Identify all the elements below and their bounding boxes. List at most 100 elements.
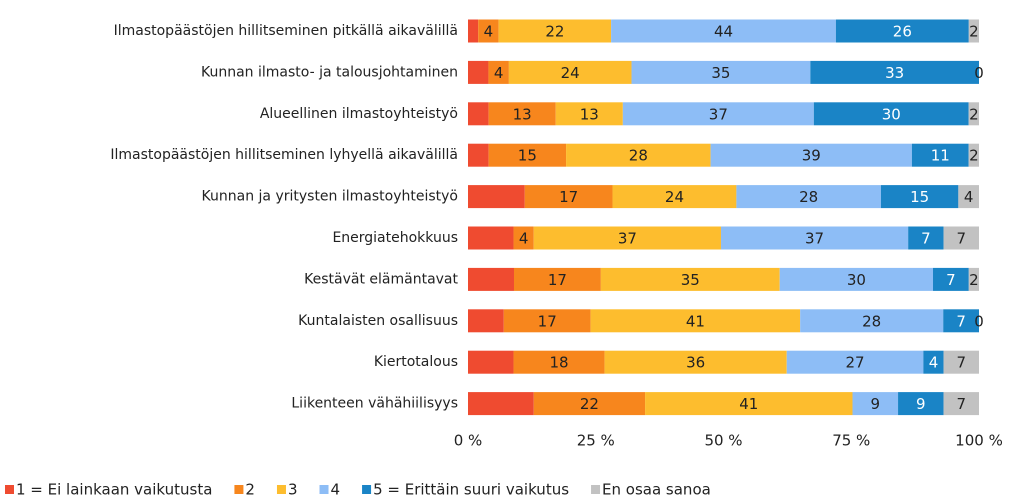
category-label: Kunnan ilmasto- ja talousjohtaminen [201, 64, 458, 80]
data-label: 28 [629, 147, 648, 165]
data-label: 37 [709, 105, 728, 123]
bar-segment [835, 19, 969, 43]
data-label: 28 [799, 188, 818, 206]
category-label: Ilmastopäästöjen hillitseminen pitkällä … [114, 23, 458, 39]
category-label: Energiatehokkuus [332, 230, 458, 246]
bar-segment [468, 185, 525, 209]
data-label: 13 [513, 105, 532, 123]
bar-segment [468, 226, 514, 250]
data-label: 0 [974, 64, 984, 82]
data-label: 4 [484, 23, 494, 41]
data-label: 0 [974, 312, 984, 330]
data-label: 27 [845, 354, 864, 372]
bar-segment [631, 60, 811, 84]
category-label: Kestävät elämäntavat [304, 271, 458, 287]
bar-segment [622, 102, 814, 126]
data-label: 4 [929, 354, 939, 372]
bar-segment [968, 19, 979, 43]
data-label: 30 [847, 271, 866, 289]
bar-segment [943, 226, 979, 250]
bar-segment [933, 267, 969, 291]
legend-label: 3 [288, 481, 298, 499]
legend-swatch [591, 485, 601, 494]
data-label: 17 [538, 312, 557, 330]
data-label: 7 [946, 271, 956, 289]
bar-segment [968, 267, 979, 291]
bar-segment [813, 102, 969, 126]
bar-segment [508, 60, 632, 84]
data-label: 36 [686, 354, 705, 372]
bar-segment [498, 19, 612, 43]
data-label: 15 [518, 147, 537, 165]
data-label: 28 [862, 312, 881, 330]
data-label: 7 [921, 230, 931, 248]
data-label: 41 [739, 395, 758, 413]
bar-segment [488, 60, 509, 84]
bar-segment [513, 350, 605, 374]
bar-segment [908, 226, 944, 250]
bar-segment [645, 392, 853, 416]
bar-segment [720, 226, 909, 250]
category-label: Liikenteen vähähiilisyys [291, 396, 458, 412]
data-label: 17 [548, 271, 567, 289]
bar-segment [488, 102, 556, 126]
data-label: 4 [519, 230, 529, 248]
bar-segment [513, 226, 534, 250]
bar-segment [958, 185, 979, 209]
bar-segment [468, 19, 479, 43]
legend-swatch [5, 485, 14, 494]
data-label: 2 [969, 23, 979, 41]
data-label: 30 [882, 105, 901, 123]
legend-label: 1 = Ei lainkaan vaikutusta [16, 481, 212, 499]
bar-segment [468, 143, 489, 167]
data-label: 35 [681, 271, 700, 289]
bar-segment [968, 143, 979, 167]
bar-segment [524, 185, 613, 209]
data-label: 2 [969, 105, 979, 123]
bar-segment [600, 267, 780, 291]
bar-segment [468, 392, 534, 416]
x-tick-label: 25 % [577, 432, 615, 450]
category-label: Kuntalaisten osallisuus [298, 313, 458, 329]
data-label: 44 [714, 23, 733, 41]
data-label: 9 [916, 395, 926, 413]
bar-segment [604, 350, 787, 374]
data-label: 39 [802, 147, 821, 165]
data-label: 4 [964, 188, 974, 206]
bar-segment [533, 392, 646, 416]
bar-segment [943, 392, 979, 416]
bar-segment [468, 309, 504, 333]
data-label: 37 [618, 230, 637, 248]
data-label: 35 [711, 64, 730, 82]
data-label: 22 [580, 395, 599, 413]
bar-segment [513, 267, 601, 291]
bar-segment [566, 143, 711, 167]
category-label: Kiertotalous [374, 354, 458, 370]
bar-segment [923, 350, 944, 374]
bar-segment [503, 309, 591, 333]
data-label: 7 [957, 354, 967, 372]
bar-segment [880, 185, 959, 209]
category-label: Alueellinen ilmastoyhteistyö [260, 106, 458, 122]
data-label: 13 [580, 105, 599, 123]
category-label: Ilmastopäästöjen hillitseminen lyhyellä … [110, 147, 458, 163]
bar-segment [736, 185, 881, 209]
x-tick-label: 100 % [955, 432, 1003, 450]
bar-segment [611, 19, 836, 43]
data-label: 33 [885, 64, 904, 82]
bar-segment [786, 350, 924, 374]
bar-segment [710, 143, 912, 167]
bar-segment [943, 309, 979, 333]
legend-label: En osaa sanoa [602, 481, 711, 499]
data-label: 7 [956, 312, 966, 330]
bar-segment [898, 392, 944, 416]
bar-segment [943, 350, 979, 374]
x-tick-label: 50 % [704, 432, 742, 450]
legend-swatch [234, 485, 244, 494]
data-label: 18 [550, 354, 569, 372]
x-tick-label: 75 % [832, 432, 870, 450]
data-label: 24 [561, 64, 580, 82]
bar-segment [911, 143, 969, 167]
data-label: 15 [910, 188, 929, 206]
bar-segment [810, 60, 979, 84]
